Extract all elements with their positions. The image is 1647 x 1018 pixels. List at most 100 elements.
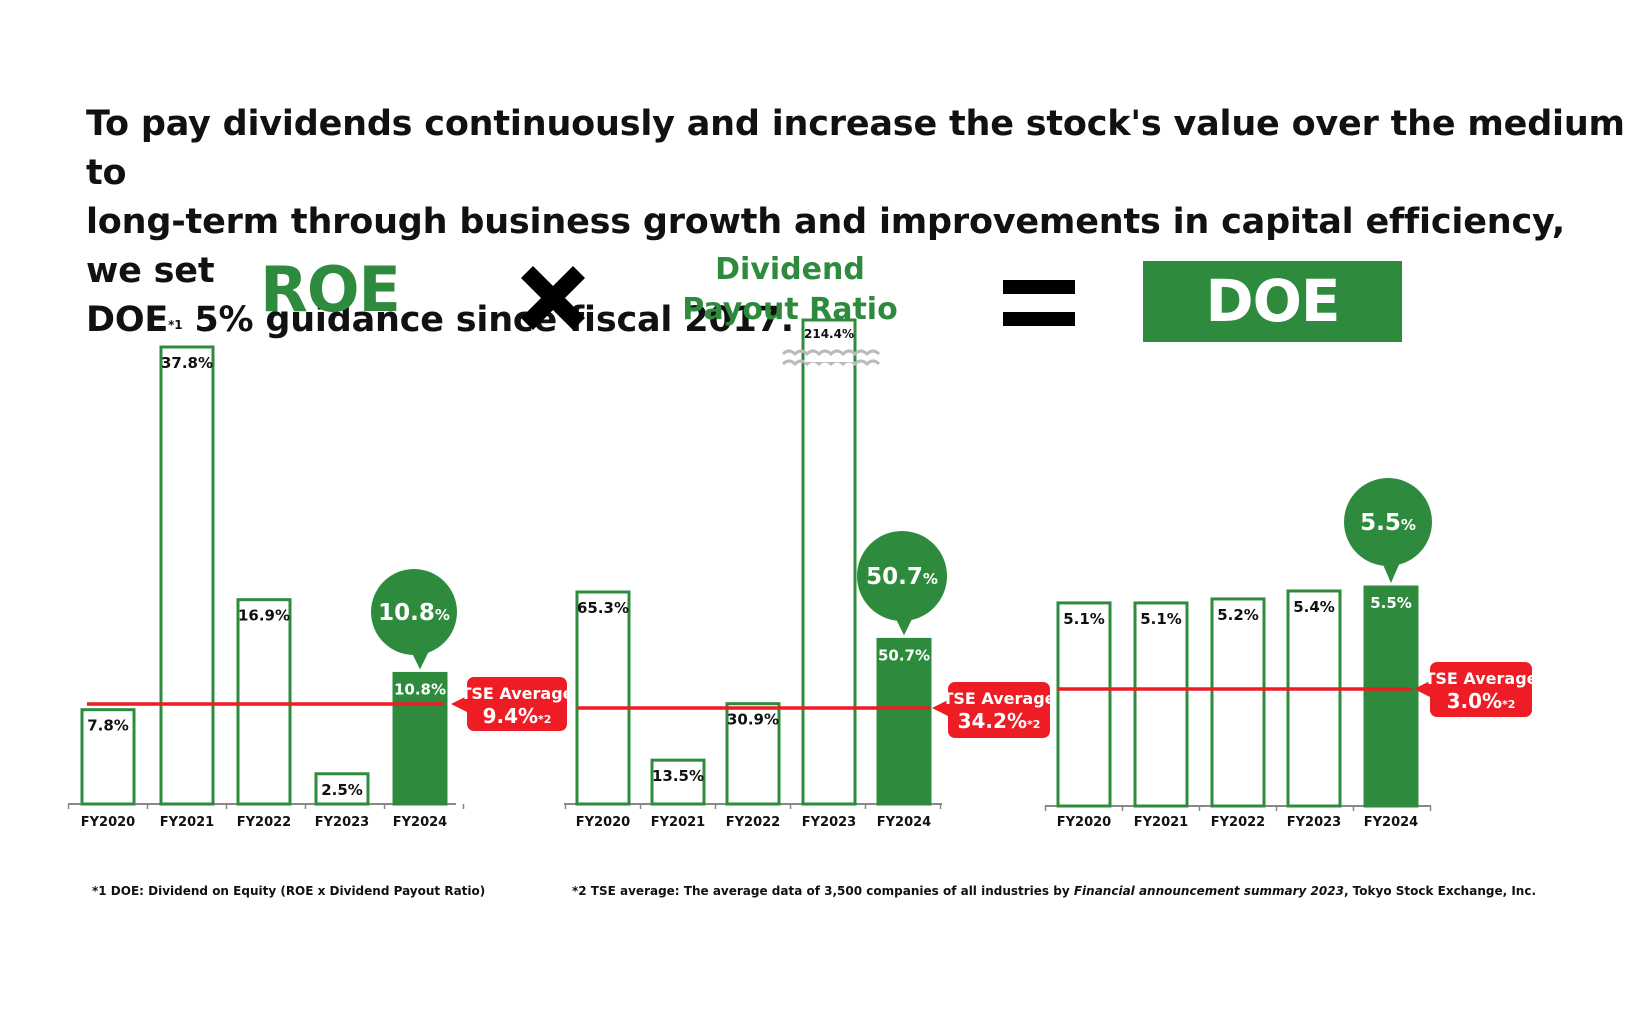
data-label: 30.9% (727, 711, 779, 729)
headline-end: 5% guidance since fiscal 2017. (182, 300, 794, 340)
data-label: 10.8% (394, 680, 446, 698)
bar-fy2024 (1363, 585, 1419, 808)
data-label: 37.8% (161, 354, 213, 372)
tse-callout-value: 9.4%*2 (483, 704, 552, 728)
tse-callout-title: TSE Average (1424, 669, 1537, 688)
tse-callout-pointer (932, 699, 950, 717)
tse-callout-number: 3.0% (1447, 689, 1502, 713)
dpr-label-line-2: Payout Ratio (682, 292, 898, 327)
category-label: FY2020 (81, 815, 135, 830)
tse-callout-pointer (1414, 680, 1432, 698)
tse-callout-note: *2 (538, 713, 551, 726)
category-label: FY2024 (393, 815, 447, 830)
category-label: FY2023 (802, 815, 856, 830)
highlight-bubble-unit: % (435, 606, 450, 624)
tse-callout-box (467, 677, 567, 731)
tse-callout-note: *2 (1502, 698, 1515, 711)
headline: To pay dividends continuously and increa… (86, 100, 1626, 352)
tse-callout-title: TSE Average (460, 684, 573, 703)
highlight-bubble-label: 5.5% (1360, 510, 1416, 536)
category-label: FY2022 (726, 815, 780, 830)
category-label: FY2021 (1134, 815, 1188, 830)
multiply-icon (520, 265, 586, 331)
dividend-payout-ratio-label: Dividend Payout Ratio (680, 250, 900, 330)
data-label: 65.3% (577, 599, 629, 617)
headline-line-3: DOE*1 5% guidance since fiscal 2017. (86, 296, 1626, 352)
category-label: FY2024 (1364, 815, 1418, 830)
category-label: FY2021 (651, 815, 705, 830)
dpr-label-line-1: Dividend (715, 252, 865, 287)
data-label: 5.1% (1063, 610, 1105, 628)
footnote-2-end: , Tokyo Stock Exchange, Inc. (1343, 884, 1537, 898)
data-label: 50.7% (878, 646, 930, 664)
data-label: 5.2% (1217, 606, 1259, 624)
bar-fy2021 (159, 345, 215, 806)
headline-doe: DOE (86, 300, 169, 340)
data-label: 16.9% (238, 607, 290, 625)
highlight-bubble-unit: % (923, 570, 938, 588)
bar-fy2023 (1286, 589, 1342, 808)
highlight-bubble-label: 10.8% (378, 600, 450, 626)
category-label: FY2021 (160, 815, 214, 830)
tse-callout-box (948, 682, 1050, 738)
headline-line-2: long-term through business growth and im… (86, 202, 1565, 291)
bar-fy2021 (650, 758, 706, 806)
bar-fy2023 (314, 772, 370, 806)
bar-fy2020 (80, 708, 136, 806)
doe-label: DOE (1143, 261, 1402, 342)
tse-callout-number: 9.4% (483, 704, 538, 728)
tse-callout-number: 34.2% (958, 709, 1027, 733)
footnote-2-source: Financial announcement summary 2023 (1073, 884, 1344, 898)
bar-fy2024 (876, 637, 932, 806)
data-label: 5.4% (1293, 598, 1335, 616)
tse-callout-note: *2 (1027, 718, 1040, 731)
category-label: FY2024 (877, 815, 931, 830)
data-label: 7.8% (87, 717, 129, 735)
data-label: 214.4% (804, 327, 854, 341)
bar-fy2022 (725, 702, 781, 806)
highlight-bubble-unit: % (1401, 516, 1416, 534)
footnote-2-start: *2 TSE average: The average data of 3,50… (572, 884, 1074, 898)
footnote-1: *1 DOE: Dividend on Equity (ROE x Divide… (92, 884, 486, 898)
bar-fy2022 (1210, 597, 1266, 808)
category-label: FY2023 (315, 815, 369, 830)
axis-break-wave (781, 359, 881, 367)
category-label: FY2020 (576, 815, 630, 830)
tse-callout-value: 3.0%*2 (1447, 689, 1516, 713)
category-label: FY2020 (1057, 815, 1111, 830)
bar-fy2023 (801, 318, 857, 806)
headline-footnote-mark: *1 (168, 318, 183, 332)
highlight-bubble-label: 50.7% (866, 564, 938, 590)
axis-break-gap (804, 356, 854, 362)
bar-fy2024 (392, 671, 448, 806)
roe-label: ROE (260, 253, 401, 326)
chart-doe: 5.1% FY2020 5.1% FY2021 5.2% FY2022 5.4% FY2023… (1044, 478, 1538, 830)
data-label: 2.5% (321, 781, 363, 799)
tse-callout-box (1430, 662, 1532, 717)
data-label: 5.5% (1370, 594, 1412, 612)
highlight-bubble (371, 569, 457, 655)
data-label: 5.1% (1140, 610, 1182, 628)
tse-callout-value: 34.2%*2 (958, 709, 1041, 733)
category-label: FY2022 (1211, 815, 1265, 830)
axis-break-wave (781, 349, 881, 357)
tse-callout-pointer (451, 695, 469, 713)
footnote-2: *2 TSE average: The average data of 3,50… (572, 884, 1536, 898)
data-label: 13.5% (652, 767, 704, 785)
highlight-bubble (1344, 478, 1432, 566)
bar-fy2021 (1133, 601, 1189, 808)
highlight-bubble-value: 50.7 (866, 564, 923, 590)
chart-dividend-payout-ratio: 65.3% FY2020 13.5% FY2021 30.9% FY2022 214.4% F… (564, 318, 1056, 830)
tse-callout-title: TSE Average (942, 689, 1055, 708)
category-label: FY2022 (237, 815, 291, 830)
headline-line-1: To pay dividends continuously and increa… (86, 104, 1625, 193)
category-label: FY2023 (1287, 815, 1341, 830)
chart-roe: 7.8% FY2020 37.8% FY2021 16.9% FY2022 2.5% FY20… (67, 345, 574, 830)
equals-icon (1003, 280, 1075, 326)
highlight-bubble (857, 531, 947, 621)
bar-fy2022 (236, 598, 292, 806)
bar-fy2020 (1056, 601, 1112, 808)
bar-fy2020 (575, 590, 631, 806)
highlight-bubble-value: 5.5 (1360, 510, 1401, 536)
